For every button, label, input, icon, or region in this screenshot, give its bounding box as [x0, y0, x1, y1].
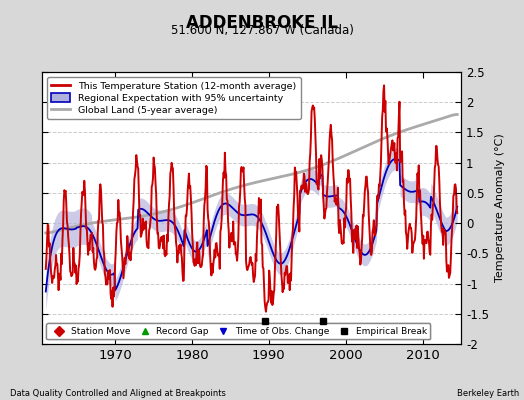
Text: Data Quality Controlled and Aligned at Breakpoints: Data Quality Controlled and Aligned at B…	[10, 389, 226, 398]
Y-axis label: Temperature Anomaly (°C): Temperature Anomaly (°C)	[495, 134, 505, 282]
Text: 51.600 N, 127.867 W (Canada): 51.600 N, 127.867 W (Canada)	[171, 24, 353, 37]
Legend: Station Move, Record Gap, Time of Obs. Change, Empirical Break: Station Move, Record Gap, Time of Obs. C…	[47, 323, 430, 340]
Text: Berkeley Earth: Berkeley Earth	[456, 389, 519, 398]
Text: ADDENBROKE IL: ADDENBROKE IL	[186, 14, 338, 32]
